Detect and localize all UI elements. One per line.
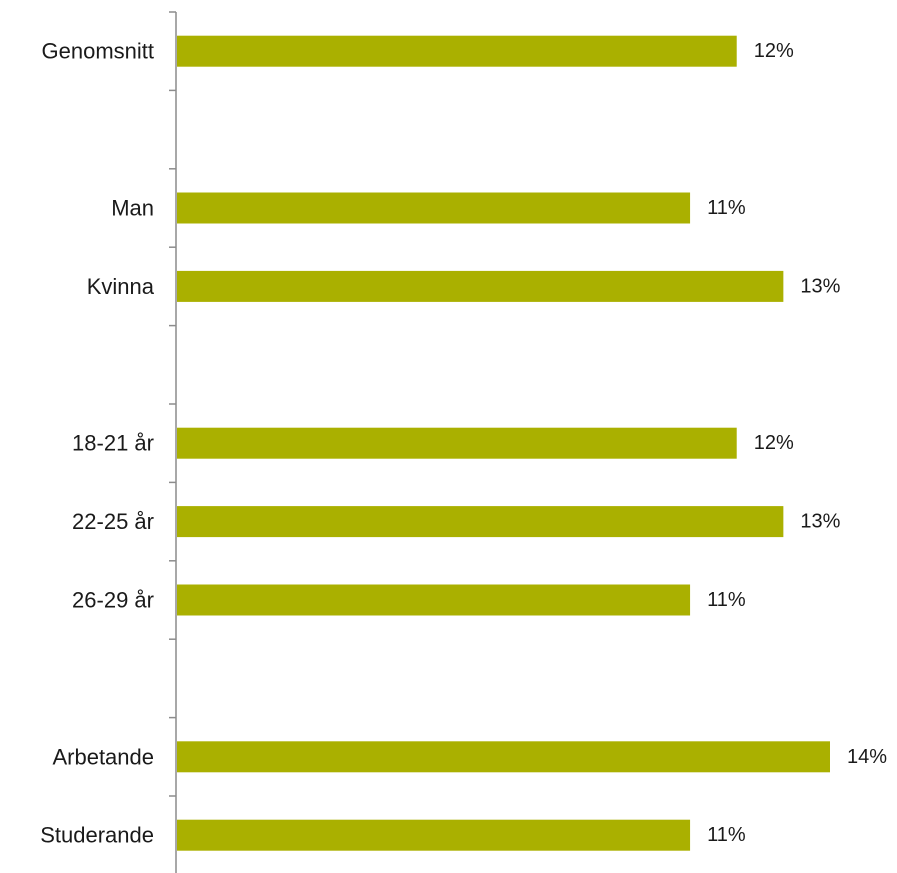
bar	[177, 192, 691, 224]
bar	[177, 584, 691, 616]
data-label: 11%	[707, 824, 746, 846]
category-label: Kvinna	[87, 274, 155, 299]
bar	[177, 35, 737, 67]
bar	[177, 819, 691, 851]
data-label: 14%	[847, 746, 887, 768]
data-label: 12%	[754, 432, 794, 454]
bar	[177, 506, 784, 538]
category-label: 18-21 år	[72, 431, 154, 456]
data-label: 11%	[707, 197, 746, 219]
bar	[177, 270, 784, 302]
category-label: Studerande	[40, 823, 154, 848]
bar	[177, 427, 737, 459]
data-label: 13%	[800, 275, 840, 297]
data-label: 11%	[707, 589, 746, 611]
data-label: 12%	[754, 40, 794, 62]
category-label: 22-25 år	[72, 509, 154, 534]
category-label: Man	[111, 196, 154, 221]
data-label: 13%	[800, 511, 840, 533]
category-label: Arbetande	[52, 744, 154, 769]
bar	[177, 741, 830, 773]
category-label: 26-29 år	[72, 588, 154, 613]
category-label: Genomsnitt	[42, 39, 155, 64]
